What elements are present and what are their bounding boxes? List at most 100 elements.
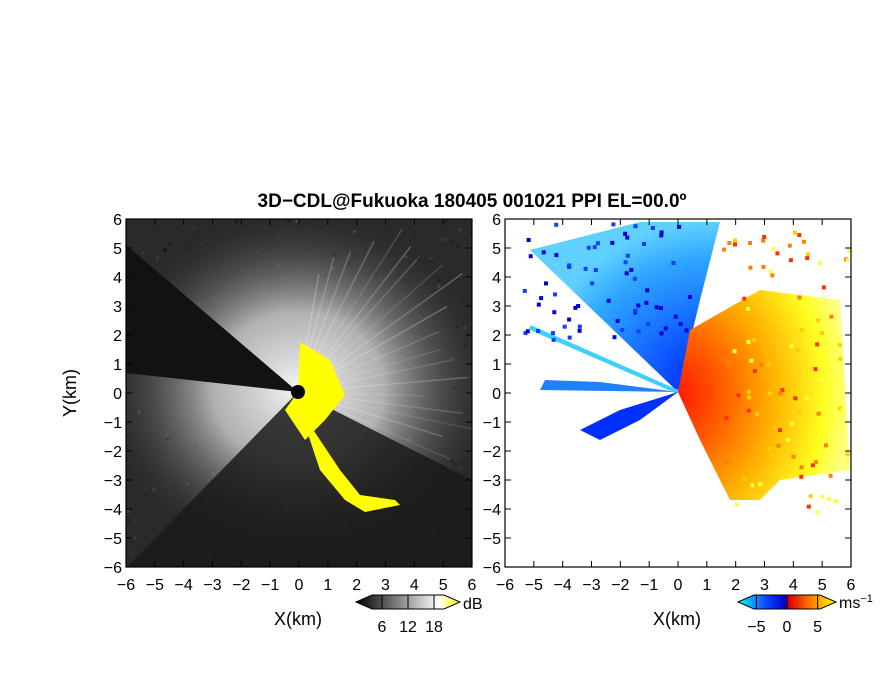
velocity-speckle [567,335,572,340]
reflectivity-strong-core [285,342,345,440]
velocity-speckle [749,358,754,363]
velocity-speckle [746,339,751,344]
colorbar-tick-label: 0 [783,619,792,636]
velocity-speckle [767,473,772,478]
velocity-speckle [523,331,528,336]
reflectivity-speckle [443,238,447,242]
velocity-speckle [837,406,842,411]
velocity-speckle [595,241,600,246]
velocity-speckle [755,411,760,416]
velocity-speckle [838,356,843,361]
velocity-axes: −6 −5 −4 −3 −2 −1 0 1 2 3 4 5 6 6 5 4 3 2 1 0 −1 −2 −3 −4 −5 −6 [483,212,856,594]
y-tick-label: 1 [113,357,122,374]
velocity-speckle [552,310,557,315]
velocity-speckle [632,276,637,281]
velocity-speckle [771,247,776,251]
x-tick-label: 3 [381,577,390,594]
y-tick-label: 4 [492,270,501,287]
velocity-speckle [824,443,828,448]
y-tick-label: −4 [104,502,122,519]
y-tick-label: 0 [113,386,122,403]
x-tick-label: 4 [789,577,798,594]
velocity-speckle [787,243,792,248]
reflectivity-speckle [429,257,433,261]
velocity-speckle [799,474,804,479]
y-tick-label: −5 [104,531,122,548]
velocity-speckle [684,328,689,333]
velocity-speckle [663,326,668,331]
velocity-speckle [742,296,747,301]
colorbar-tick-label: 12 [399,619,417,636]
reflectivity-speckle [129,550,133,554]
velocity-speckle [828,473,833,478]
velocity-speckle [815,510,820,514]
x-tick-label: 2 [731,577,740,594]
figure-title: 3D−CDL@Fukuoka 180405 001021 PPI EL=00.0… [258,191,687,212]
x-tick-label: 6 [468,577,477,594]
velocity-speckle [817,366,822,370]
velocity-texture [522,222,851,514]
velocity-speckle [592,245,597,250]
velocity-speckle [793,396,798,401]
velocity-speckle [797,233,802,238]
y-tick-label: 0 [492,386,501,403]
velocity-speckle [525,329,530,334]
velocity-speckle [816,411,821,416]
velocity-speckle [845,452,850,457]
reflectivity-speckle [412,233,416,237]
velocity-speckle [732,349,737,354]
velocity-speckle [799,465,804,470]
velocity-speckle [797,409,802,414]
x-tick-label: 4 [410,577,419,594]
velocity-speckle [735,502,739,507]
x-tick-label: 5 [818,577,827,594]
velocity-speckle [829,314,834,319]
velocity-speckle [659,306,663,311]
reflectivity-speckle [469,245,472,249]
velocity-speckle [611,222,616,227]
reflectivity-speckle [185,246,188,250]
velocity-speckle [776,443,781,448]
x-tick-label: −2 [232,577,250,594]
velocity-speckle [629,267,634,272]
reflectivity-speckle [234,220,238,224]
velocity-speckle [726,360,731,365]
velocity-speckle [845,459,850,464]
velocity-speckle [819,377,824,382]
velocity-speckle [746,307,750,311]
velocity-speckle [743,477,747,481]
velocity-approaching-band [540,380,678,392]
velocity-speckle [644,300,649,305]
reflectivity-speckle [126,509,130,513]
velocity-speckle [522,288,527,293]
reflectivity-speckle [133,536,137,540]
velocity-speckle [673,314,678,319]
velocity-speckle [761,238,766,243]
y-tick-label: 3 [113,299,122,316]
x-tick-label: 3 [760,577,769,594]
x-tick-label: −5 [525,577,543,594]
reflectivity-speckle [155,256,159,260]
reflectivity-speckle [133,519,137,523]
velocity-speckle [583,266,588,271]
velocity-colorbar: −5 0 5 ms−1 [736,593,873,636]
velocity-speckle [810,463,815,468]
x-tick-label: 1 [323,577,332,594]
velocity-speckle [733,238,737,243]
velocity-speckle [758,482,763,487]
velocity-speckle [775,251,780,256]
radar-site-marker [291,385,305,399]
x-axis-label-left: X(km) [274,609,322,629]
velocity-speckle [553,292,557,297]
x-tick-label: 2 [352,577,361,594]
velocity-speckle [615,318,620,323]
colorbar-tick-label: 6 [378,619,387,636]
velocity-colorbar-unit: ms−1 [839,593,873,612]
velocity-speckle [541,250,546,255]
velocity-speckle [780,388,785,393]
velocity-speckle [586,245,591,250]
velocity-speckle [536,302,541,307]
velocity-speckle [620,328,625,332]
velocity-speckle [654,305,659,310]
